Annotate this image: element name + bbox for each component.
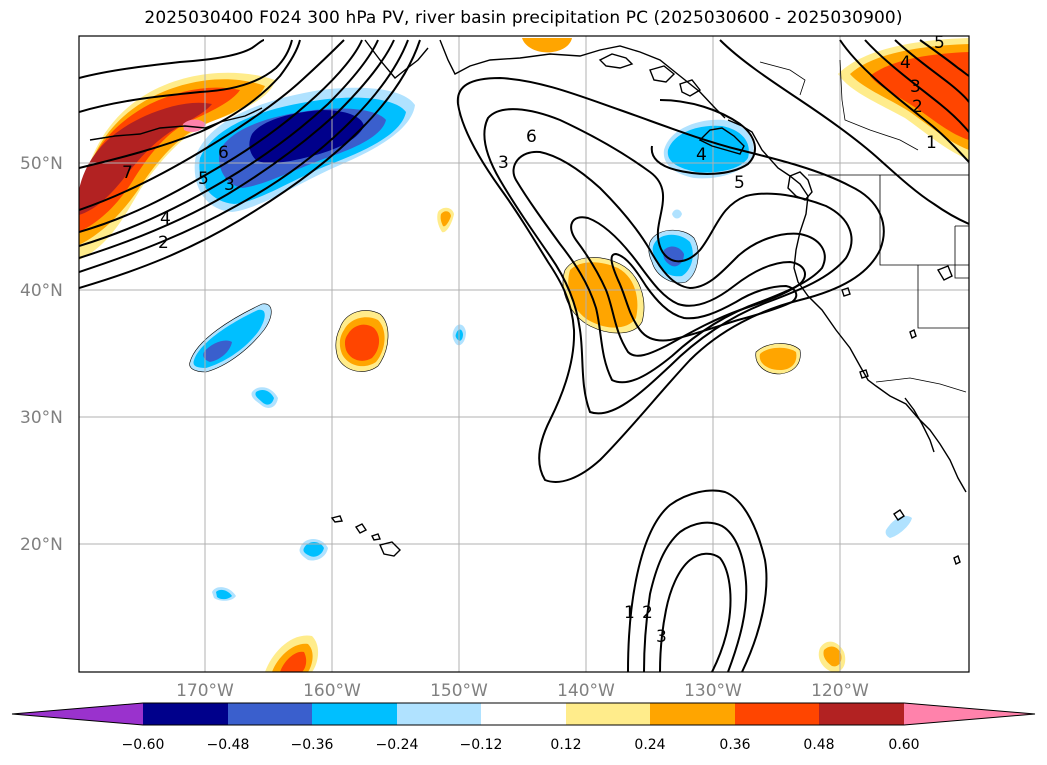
pv-label: 3 bbox=[224, 175, 235, 195]
colorbar-tick-label: 0.24 bbox=[634, 737, 665, 753]
precip-positive-shading bbox=[79, 38, 969, 672]
colorbar-segment bbox=[566, 703, 650, 725]
lat-label: 40°N bbox=[20, 281, 63, 301]
map-area: 7 6 5 4 3 2 3 6 4 5 5 4 3 2 1 1 2 3 bbox=[79, 33, 969, 672]
lon-label: 130°W bbox=[684, 681, 742, 701]
colorbar-segment bbox=[650, 703, 735, 725]
lat-label: 30°N bbox=[20, 408, 63, 428]
pv-label: 7 bbox=[122, 163, 133, 183]
colorbar-tick-label: −0.48 bbox=[207, 737, 250, 753]
pv-label: 3 bbox=[656, 627, 667, 647]
colorbar-tick-label: −0.24 bbox=[376, 737, 419, 753]
lon-label: 140°W bbox=[557, 681, 615, 701]
pv-label: 3 bbox=[498, 153, 509, 173]
colorbar: −0.60 −0.48 −0.36 −0.24 −0.12 0.12 0.24 … bbox=[11, 702, 1036, 753]
colorbar-segment bbox=[904, 703, 1035, 725]
colorbar-outline bbox=[11, 702, 1036, 726]
latitude-labels: 50°N 40°N 30°N 20°N bbox=[20, 154, 63, 555]
pv-contours bbox=[79, 39, 969, 672]
colorbar-segment bbox=[228, 703, 312, 725]
colorbar-tick-label: −0.60 bbox=[122, 737, 165, 753]
colorbar-segment bbox=[481, 703, 566, 725]
longitude-labels: 170°W 160°W 150°W 140°W 130°W 120°W bbox=[176, 681, 869, 701]
pv-label: 2 bbox=[642, 603, 653, 623]
coastlines bbox=[89, 39, 967, 565]
colorbar-tick-label: −0.12 bbox=[460, 737, 503, 753]
colorbar-tick-label: 0.36 bbox=[719, 737, 750, 753]
colorbar-tick-label: −0.36 bbox=[291, 737, 334, 753]
colorbar-segment bbox=[312, 703, 397, 725]
colorbar-segment bbox=[819, 703, 904, 725]
pv-label: 5 bbox=[934, 33, 945, 53]
colorbar-tick-label: 0.60 bbox=[888, 737, 919, 753]
pv-label: 4 bbox=[696, 145, 707, 165]
pv-label: 1 bbox=[624, 603, 635, 623]
pv-contour-labels: 7 6 5 4 3 2 3 6 4 5 5 4 3 2 1 1 2 3 bbox=[122, 33, 945, 647]
lat-label: 50°N bbox=[20, 154, 63, 174]
colorbar-tick-label: 0.48 bbox=[803, 737, 834, 753]
lon-label: 170°W bbox=[176, 681, 234, 701]
pv-label: 2 bbox=[158, 233, 169, 253]
pv-label: 4 bbox=[900, 53, 911, 73]
pv-label: 4 bbox=[160, 209, 171, 229]
pv-label: 5 bbox=[198, 169, 209, 189]
colorbar-segment bbox=[397, 703, 481, 725]
map-frame bbox=[78, 35, 970, 673]
pv-label: 2 bbox=[912, 97, 923, 117]
lon-label: 160°W bbox=[303, 681, 361, 701]
colorbar-segment bbox=[143, 703, 228, 725]
lat-label: 20°N bbox=[20, 535, 63, 555]
pv-label: 3 bbox=[910, 77, 921, 97]
pv-label: 5 bbox=[734, 173, 745, 193]
colorbar-segment bbox=[12, 703, 143, 725]
political-borders bbox=[759, 59, 969, 393]
colorbar-tick-label: 0.12 bbox=[550, 737, 581, 753]
colorbar-segment bbox=[735, 703, 819, 725]
pv-label: 1 bbox=[926, 133, 937, 153]
lon-label: 150°W bbox=[430, 681, 488, 701]
lon-label: 120°W bbox=[811, 681, 869, 701]
pv-label: 6 bbox=[218, 143, 229, 163]
pv-label: 6 bbox=[526, 127, 537, 147]
map-title: 2025030400 F024 300 hPa PV, river basin … bbox=[144, 8, 903, 28]
